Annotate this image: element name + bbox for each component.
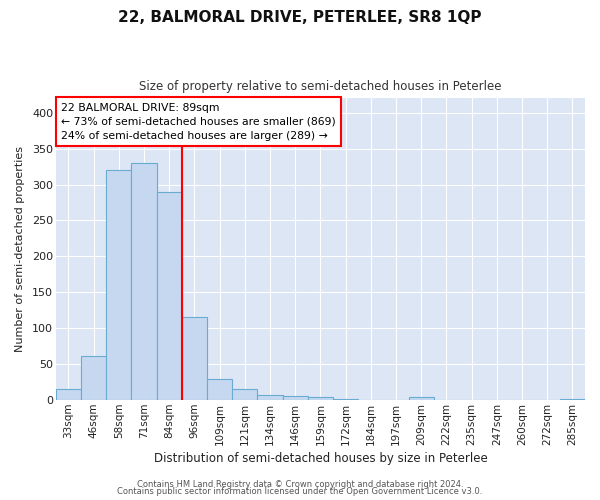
Text: 22 BALMORAL DRIVE: 89sqm
← 73% of semi-detached houses are smaller (869)
24% of : 22 BALMORAL DRIVE: 89sqm ← 73% of semi-d… <box>61 103 336 141</box>
Bar <box>283 396 308 400</box>
Bar <box>257 395 283 400</box>
Bar <box>308 398 333 400</box>
Title: Size of property relative to semi-detached houses in Peterlee: Size of property relative to semi-detach… <box>139 80 502 93</box>
Text: Contains HM Land Registry data © Crown copyright and database right 2024.: Contains HM Land Registry data © Crown c… <box>137 480 463 489</box>
Bar <box>157 192 182 400</box>
Bar <box>56 390 81 400</box>
Bar <box>409 398 434 400</box>
Bar <box>232 388 257 400</box>
Bar <box>131 163 157 400</box>
Text: 22, BALMORAL DRIVE, PETERLEE, SR8 1QP: 22, BALMORAL DRIVE, PETERLEE, SR8 1QP <box>118 10 482 25</box>
Bar <box>81 356 106 400</box>
Bar <box>106 170 131 400</box>
Text: Contains public sector information licensed under the Open Government Licence v3: Contains public sector information licen… <box>118 487 482 496</box>
Bar <box>560 398 585 400</box>
Bar <box>207 378 232 400</box>
Bar <box>182 317 207 400</box>
X-axis label: Distribution of semi-detached houses by size in Peterlee: Distribution of semi-detached houses by … <box>154 452 487 465</box>
Y-axis label: Number of semi-detached properties: Number of semi-detached properties <box>15 146 25 352</box>
